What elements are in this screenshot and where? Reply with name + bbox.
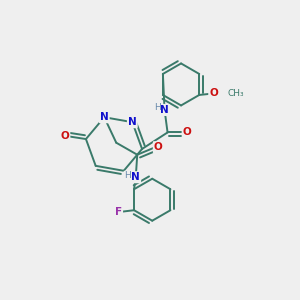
Text: O: O [61, 131, 69, 141]
Text: H: H [154, 103, 160, 112]
Text: N: N [128, 117, 137, 127]
Text: N: N [131, 172, 140, 182]
Text: N: N [160, 105, 169, 115]
Text: CH₃: CH₃ [228, 89, 244, 98]
Text: O: O [209, 88, 218, 98]
Text: O: O [154, 142, 163, 152]
Text: N: N [100, 112, 109, 122]
Text: O: O [183, 128, 191, 137]
Text: H: H [124, 171, 131, 180]
Text: F: F [115, 207, 122, 217]
